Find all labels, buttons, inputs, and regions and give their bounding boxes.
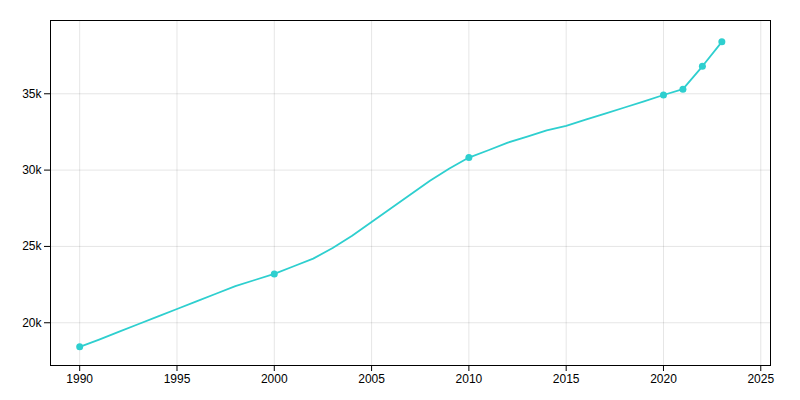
svg-text:30k: 30k bbox=[22, 163, 42, 177]
svg-text:1995: 1995 bbox=[164, 372, 191, 386]
svg-text:20k: 20k bbox=[22, 316, 42, 330]
svg-text:2015: 2015 bbox=[553, 372, 580, 386]
svg-text:25k: 25k bbox=[22, 239, 42, 253]
svg-text:2000: 2000 bbox=[261, 372, 288, 386]
svg-text:35k: 35k bbox=[22, 87, 42, 101]
svg-text:2025: 2025 bbox=[747, 372, 774, 386]
svg-text:2020: 2020 bbox=[650, 372, 677, 386]
svg-text:2010: 2010 bbox=[456, 372, 483, 386]
svg-text:2005: 2005 bbox=[358, 372, 385, 386]
svg-text:1990: 1990 bbox=[66, 372, 93, 386]
